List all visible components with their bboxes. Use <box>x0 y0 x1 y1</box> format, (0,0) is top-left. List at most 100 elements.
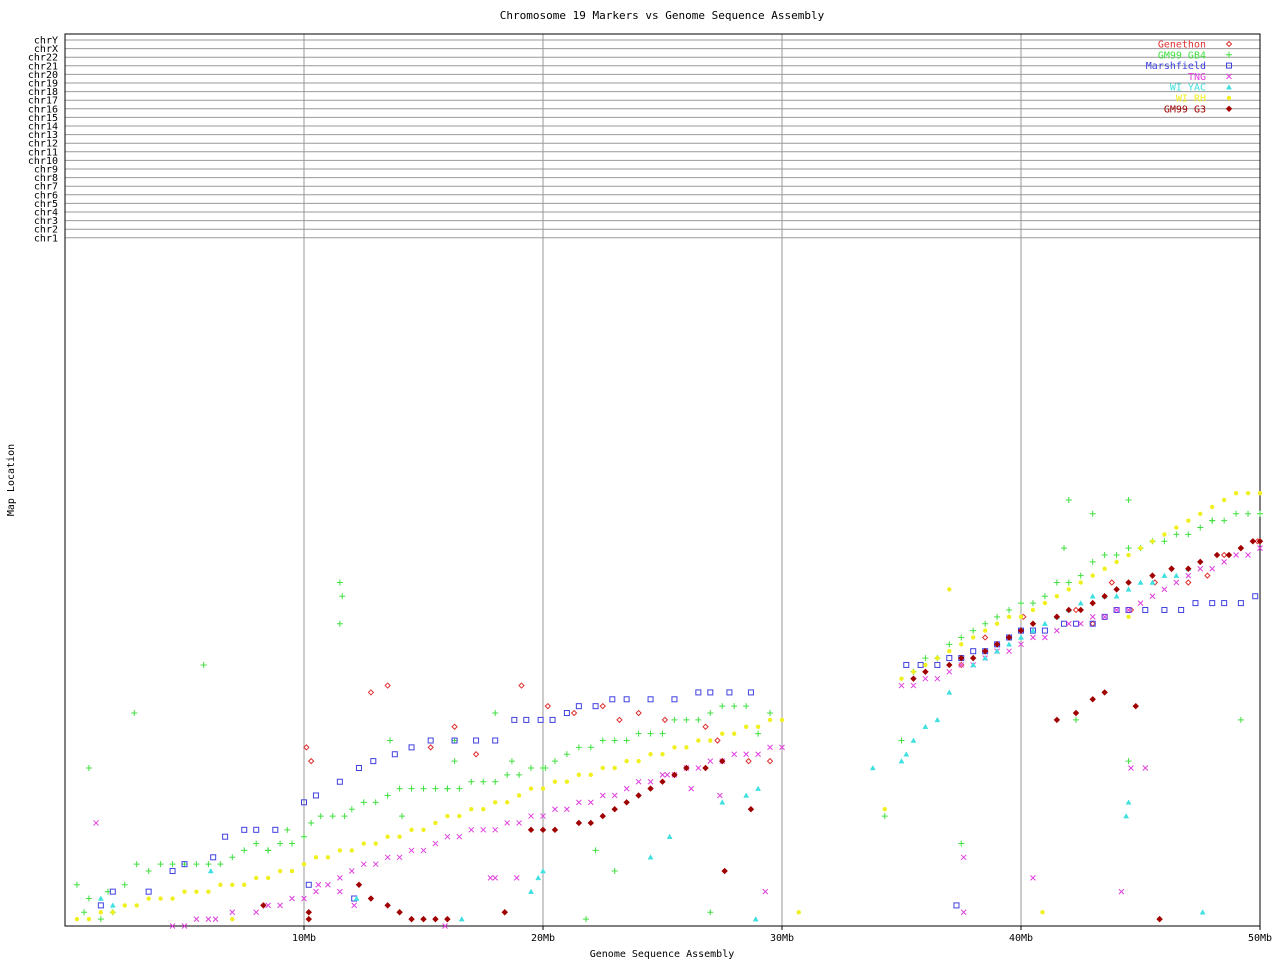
data-point <box>1245 510 1252 517</box>
data-point <box>994 621 1000 626</box>
data-point <box>1030 607 1036 613</box>
data-point <box>755 730 762 737</box>
data-point <box>1237 600 1244 607</box>
legend-marker <box>1226 62 1232 69</box>
data-point <box>1123 813 1130 819</box>
x-axis-ticks: 10Mb 20Mb 30Mb 40Mb 50Mb <box>292 926 1272 944</box>
legend-label: GM99 GB4 <box>1158 50 1206 61</box>
data-point <box>1041 620 1048 626</box>
data-point <box>1042 634 1048 641</box>
data-point <box>513 875 520 881</box>
data-point <box>265 875 271 881</box>
chromosome-row-label: chr20 <box>28 70 58 81</box>
chromosome-row-label: chr3 <box>34 216 58 227</box>
data-point <box>743 724 749 729</box>
data-point <box>959 642 964 647</box>
data-point <box>958 634 965 641</box>
data-point <box>707 909 714 916</box>
data-point <box>958 662 965 668</box>
chromosome-row-label: chr17 <box>28 96 58 107</box>
data-point <box>339 593 346 600</box>
data-point <box>958 661 965 669</box>
data-point <box>1101 613 1108 620</box>
data-point <box>384 682 391 689</box>
data-point <box>277 902 283 909</box>
data-point <box>755 785 762 791</box>
data-point <box>181 923 188 929</box>
data-point <box>73 881 80 888</box>
legend-marker <box>1226 73 1232 80</box>
data-point <box>458 916 465 922</box>
legend-marker <box>1225 40 1233 48</box>
data-point <box>564 806 570 813</box>
data-point <box>882 807 887 812</box>
data-point <box>953 902 960 909</box>
data-point <box>1125 497 1132 504</box>
data-point <box>539 826 547 834</box>
chromosome-row-label: chr18 <box>28 87 58 98</box>
data-point <box>355 764 362 771</box>
plot-frame <box>64 33 1261 927</box>
data-point <box>611 737 618 744</box>
data-point <box>1113 606 1120 613</box>
data-point <box>301 895 307 902</box>
data-point <box>1061 545 1068 552</box>
data-point <box>289 895 295 902</box>
data-point <box>420 915 427 923</box>
data-point <box>947 649 952 654</box>
data-point <box>1185 565 1192 572</box>
data-point <box>1252 593 1259 600</box>
data-point <box>960 854 967 861</box>
data-point <box>910 737 917 743</box>
data-point <box>1156 915 1163 923</box>
data-point <box>1089 510 1096 517</box>
data-point <box>501 909 508 916</box>
data-point <box>1113 593 1120 599</box>
data-point <box>528 764 535 771</box>
data-point <box>535 874 542 881</box>
data-point <box>683 716 690 723</box>
data-point <box>719 757 726 765</box>
data-point <box>612 765 617 771</box>
series-marshfield <box>97 593 1259 909</box>
legend-marker <box>1225 105 1233 113</box>
data-point <box>1125 799 1132 805</box>
chromosome-row-label: chr6 <box>34 190 58 201</box>
chromosome-row-label: chrY <box>34 36 58 47</box>
data-point <box>207 868 214 874</box>
data-point <box>1257 545 1263 552</box>
x-tick-label: 30Mb <box>770 933 794 944</box>
data-point <box>635 709 642 717</box>
data-point <box>1142 606 1149 613</box>
data-point <box>707 710 714 717</box>
data-point <box>731 751 738 758</box>
data-point <box>661 716 669 724</box>
legend-label: GM99 G3 <box>1164 104 1206 115</box>
data-point <box>336 778 343 785</box>
data-point <box>373 841 378 846</box>
data-point <box>1029 620 1037 627</box>
data-point <box>361 841 366 846</box>
data-point <box>611 806 618 813</box>
data-point <box>1197 558 1204 566</box>
x-tick-label: 40Mb <box>1009 933 1033 944</box>
legend-label: Genethon <box>1158 40 1206 51</box>
data-point <box>635 778 642 785</box>
data-point <box>767 717 773 723</box>
data-point <box>564 779 570 784</box>
data-point <box>372 799 379 806</box>
data-point <box>481 807 486 812</box>
data-point <box>1072 606 1080 614</box>
data-point <box>289 868 295 874</box>
data-point <box>109 888 116 895</box>
data-point <box>1125 607 1132 613</box>
data-point <box>396 785 403 792</box>
data-point <box>528 813 534 819</box>
data-point <box>169 868 176 875</box>
data-point <box>717 792 723 799</box>
data-point <box>1125 606 1132 613</box>
data-point <box>329 813 336 820</box>
data-point <box>229 909 236 916</box>
data-point <box>946 655 953 662</box>
data-point <box>504 820 511 826</box>
